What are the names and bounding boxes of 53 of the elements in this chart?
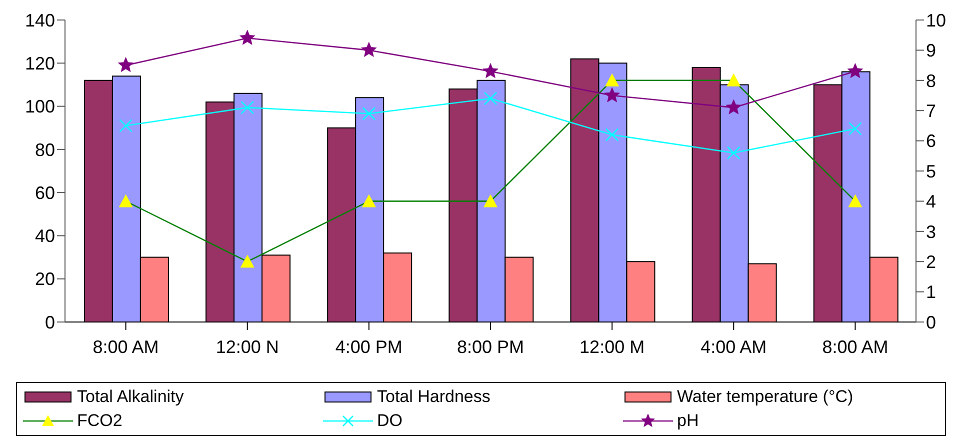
legend-label: pH	[677, 411, 699, 431]
y-tick-label: 20	[34, 269, 55, 290]
y2-tick-label: 1	[926, 282, 936, 302]
legend-label: Total Hardness	[377, 387, 490, 407]
point	[482, 63, 498, 78]
x-tick-label: 8:00 PM	[456, 336, 524, 357]
y2-tick-label: 0	[926, 312, 936, 332]
y-tick-label: 80	[34, 140, 55, 160]
point	[240, 254, 254, 268]
y-tick-label: 60	[34, 182, 55, 203]
y-tick-label: 120	[24, 54, 55, 74]
y2-tick-label: 7	[926, 100, 936, 121]
y2-tick-label: 3	[926, 222, 936, 242]
y2-tick-label: 2	[926, 252, 936, 272]
y2-tick-label: 4	[926, 192, 936, 212]
point	[605, 128, 619, 142]
x-tick-label: 4:00 AM	[700, 336, 767, 357]
y-tick-label: 40	[34, 226, 55, 246]
point	[240, 30, 256, 45]
y-tick-label: 140	[24, 10, 55, 30]
point	[118, 194, 133, 208]
point	[119, 119, 132, 132]
x-tick-label: 12:00 M	[580, 336, 645, 357]
point	[848, 122, 862, 136]
x-tick-label: 4:00 PM	[335, 336, 402, 357]
y2-tick-label: 5	[926, 161, 936, 182]
point	[726, 73, 741, 86]
y-tick-label: 100	[24, 96, 55, 117]
point	[605, 73, 620, 86]
y2-tick-label: 8	[926, 70, 936, 91]
point	[362, 194, 376, 208]
point	[484, 92, 498, 106]
y-tick-label: 0	[44, 312, 55, 332]
point	[847, 63, 864, 78]
y2-tick-label: 9	[926, 40, 936, 61]
point	[484, 194, 498, 208]
point	[726, 146, 740, 160]
x-tick-label: 8:00 AM	[92, 336, 159, 357]
point	[362, 106, 376, 120]
legend-label: DO	[377, 411, 402, 431]
legend-label: FCO2	[77, 411, 122, 431]
y2-tick-label: 10	[926, 10, 946, 30]
x-tick-label: 12:00 N	[216, 336, 279, 357]
point	[604, 87, 620, 102]
x-tick-label: 8:00 AM	[822, 336, 888, 357]
legend-label: Total Alkalinity	[77, 387, 184, 407]
point	[361, 42, 377, 57]
legend-label: Water temperature (°C)	[677, 387, 854, 407]
point	[848, 194, 862, 208]
point	[118, 57, 134, 72]
point	[726, 99, 742, 114]
point	[240, 100, 254, 114]
y2-tick-label: 6	[926, 131, 936, 152]
